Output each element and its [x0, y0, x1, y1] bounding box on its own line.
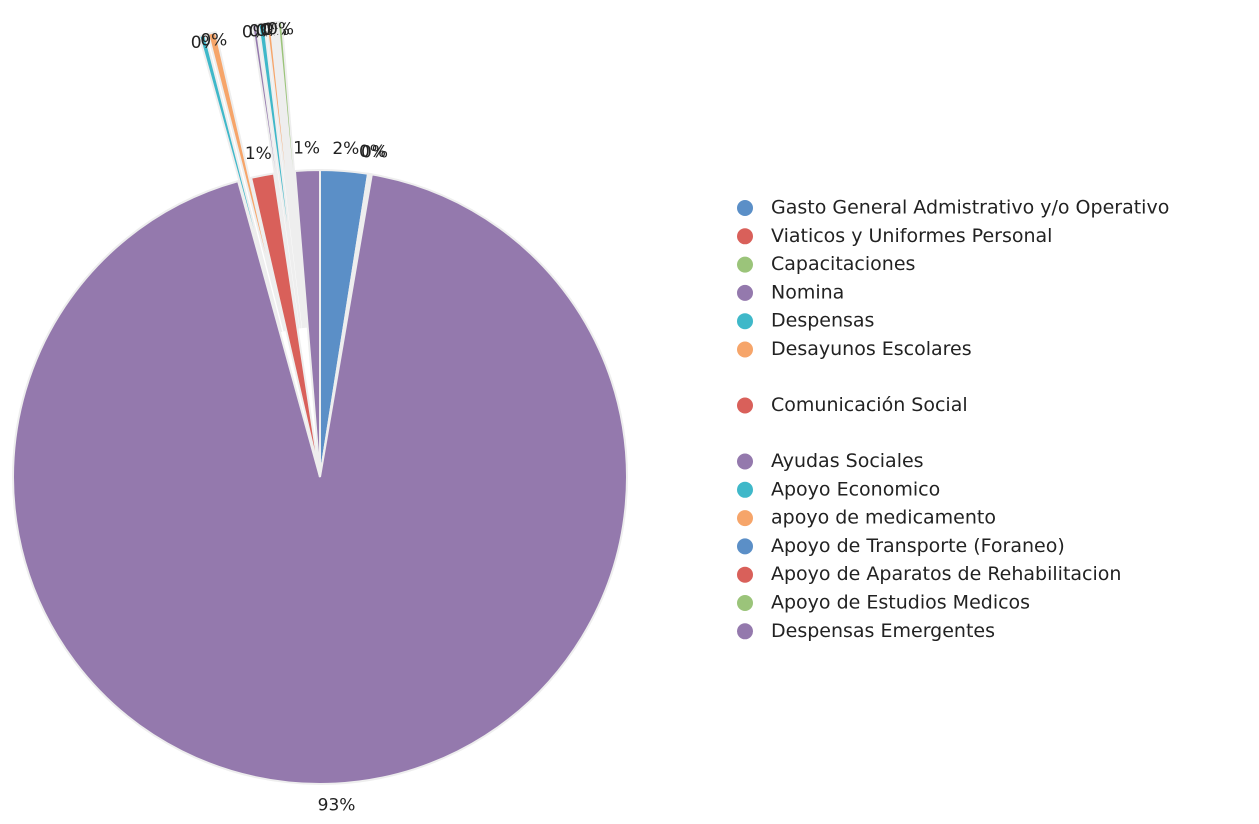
slice-label: 93%	[318, 796, 356, 816]
legend-label: Viaticos y Uniformes Personal	[771, 225, 1052, 247]
legend-marker	[737, 341, 753, 358]
pie-slice	[276, 20, 308, 328]
legend-marker	[737, 481, 753, 498]
legend-marker	[737, 453, 753, 470]
legend-marker	[737, 566, 753, 583]
legend-label: Capacitaciones	[771, 253, 915, 275]
legend-marker	[737, 313, 753, 330]
slice-label: 1%	[293, 138, 320, 158]
legend-label: Ayudas Sociales	[771, 450, 924, 472]
pie-slice	[206, 30, 286, 332]
legend-marker	[737, 397, 753, 414]
legend-marker	[737, 200, 753, 216]
pie-slice	[265, 21, 305, 329]
legend-marker	[737, 595, 753, 611]
slice-label: 2%	[332, 139, 359, 159]
legend-label: Comunicación Social	[771, 394, 968, 416]
legend-label: Apoyo de Aparatos de Rehabilitacion	[771, 563, 1121, 585]
legend-label: Apoyo Economico	[771, 478, 940, 500]
slice-label: 0%	[361, 143, 388, 163]
pie-slice	[293, 168, 321, 478]
slice-label: 0%	[359, 142, 386, 162]
legend-marker	[737, 284, 753, 301]
pie-slice	[198, 33, 283, 333]
legend-label: Apoyo de Estudios Medicos	[771, 592, 1030, 614]
legend-label: apoyo de medicamento	[771, 507, 996, 529]
legend-marker	[737, 256, 753, 273]
legend-label: Desayunos Escolares	[771, 338, 972, 360]
legend-label: Nomina	[771, 281, 844, 303]
slice-label: 0%	[267, 20, 294, 40]
legend-marker	[737, 538, 753, 555]
slice-label: 1%	[245, 144, 272, 164]
legend-marker	[737, 228, 753, 245]
legend-label: Apoyo de Transporte (Foraneo)	[771, 535, 1065, 557]
legend-marker	[737, 623, 753, 640]
pie-slice	[273, 20, 307, 328]
slice-label: 0%	[200, 31, 227, 51]
legend-label: Despensas Emergentes	[771, 620, 995, 642]
pie-slice	[12, 173, 628, 785]
legend-label: Despensas	[771, 310, 874, 332]
legend-marker	[737, 510, 753, 527]
pie-slice	[251, 23, 300, 329]
pie-slice	[257, 22, 302, 329]
legend-label: Gasto General Admistrativo y/o Operativo	[771, 197, 1169, 219]
